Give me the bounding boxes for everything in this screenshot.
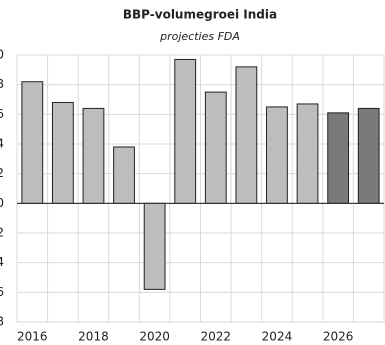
y-tick-label: 10	[0, 48, 4, 62]
y-tick-label: 8	[0, 77, 4, 91]
bar	[204, 91, 227, 204]
bar	[327, 112, 350, 204]
bar	[266, 106, 288, 204]
x-tick-label: 2024	[262, 330, 293, 344]
bar	[82, 107, 105, 204]
y-tick-label: 4	[0, 137, 4, 151]
y-tick-label: -4	[0, 255, 4, 269]
y-tick-label: 2	[0, 166, 4, 180]
x-tick-label: 2026	[323, 330, 354, 344]
bar	[296, 103, 319, 204]
x-tick-label: 2020	[139, 330, 170, 344]
y-tick-label: -2	[0, 226, 4, 240]
y-tick-label: -6	[0, 285, 4, 299]
bar	[51, 101, 74, 204]
bar	[357, 107, 380, 204]
bar	[143, 202, 166, 290]
y-tick-label: 6	[0, 107, 4, 121]
x-tick-label: 2016	[17, 330, 48, 344]
x-tick-label: 2018	[78, 330, 109, 344]
y-tick-label: 0	[0, 196, 4, 210]
plot-border	[16, 54, 385, 323]
chart-subtitle: projecties FDA	[159, 30, 240, 43]
y-tick-label: -8	[0, 315, 4, 329]
bar	[235, 66, 258, 204]
bar	[21, 81, 44, 204]
bar	[174, 58, 197, 204]
x-tick-label: 2022	[201, 330, 232, 344]
bar	[113, 146, 135, 204]
chart-title: BBP-volumegroei India	[123, 8, 277, 22]
